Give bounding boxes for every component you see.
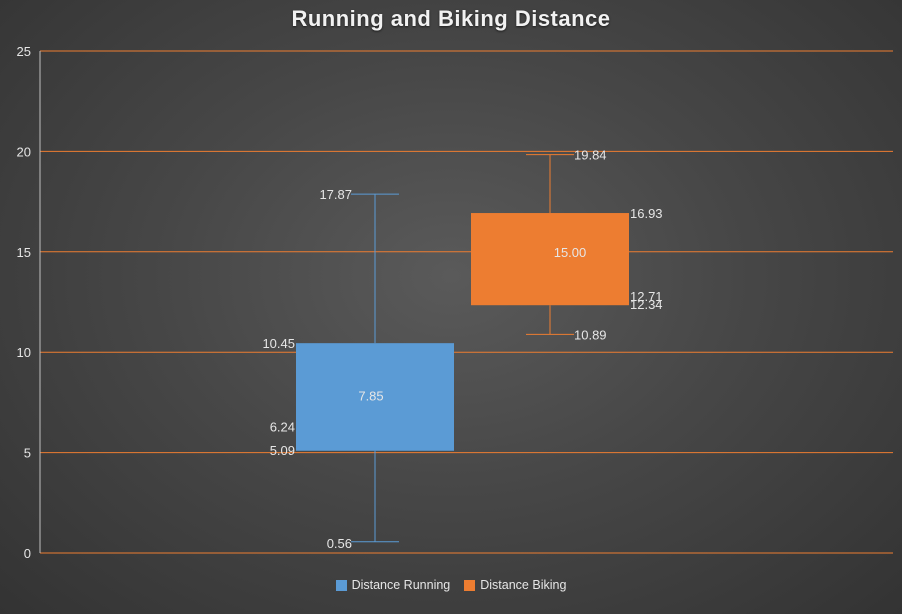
y-tick-label: 10	[17, 345, 31, 360]
label-max-running: 17.87	[319, 187, 352, 202]
label-q1-running: 5.09	[270, 443, 295, 458]
legend-swatch-running	[335, 579, 347, 591]
label-q3-running: 10.45	[262, 336, 295, 351]
label-q1-biking: 12.34	[630, 297, 663, 312]
y-tick-label: 15	[17, 245, 31, 260]
legend-label-running: Distance Running	[351, 578, 451, 592]
legend: Distance Running Distance Biking	[0, 578, 902, 592]
y-tick-label: 25	[17, 44, 31, 59]
legend-item-running: Distance Running	[335, 578, 451, 592]
label-min-biking: 10.89	[574, 327, 607, 342]
chart-title: Running and Biking Distance	[291, 6, 611, 31]
label-min-running: 0.56	[327, 536, 352, 551]
y-tick-label: 0	[24, 546, 31, 561]
label-max-biking: 19.84	[574, 148, 607, 163]
legend-item-biking: Distance Biking	[464, 578, 566, 592]
label-median-biking: 12.71	[630, 289, 663, 304]
legend-swatch-biking	[464, 579, 476, 591]
y-tick-label: 20	[17, 144, 31, 159]
label-mean-biking: 15.00	[554, 245, 587, 260]
legend-label-biking: Distance Biking	[480, 578, 567, 592]
label-q3-biking: 16.93	[630, 206, 663, 221]
box-running	[296, 343, 454, 451]
box-biking	[471, 213, 629, 306]
y-tick-label: 5	[24, 446, 31, 461]
label-median-running: 6.24	[270, 420, 295, 435]
label-mean-running: 7.85	[358, 388, 383, 403]
